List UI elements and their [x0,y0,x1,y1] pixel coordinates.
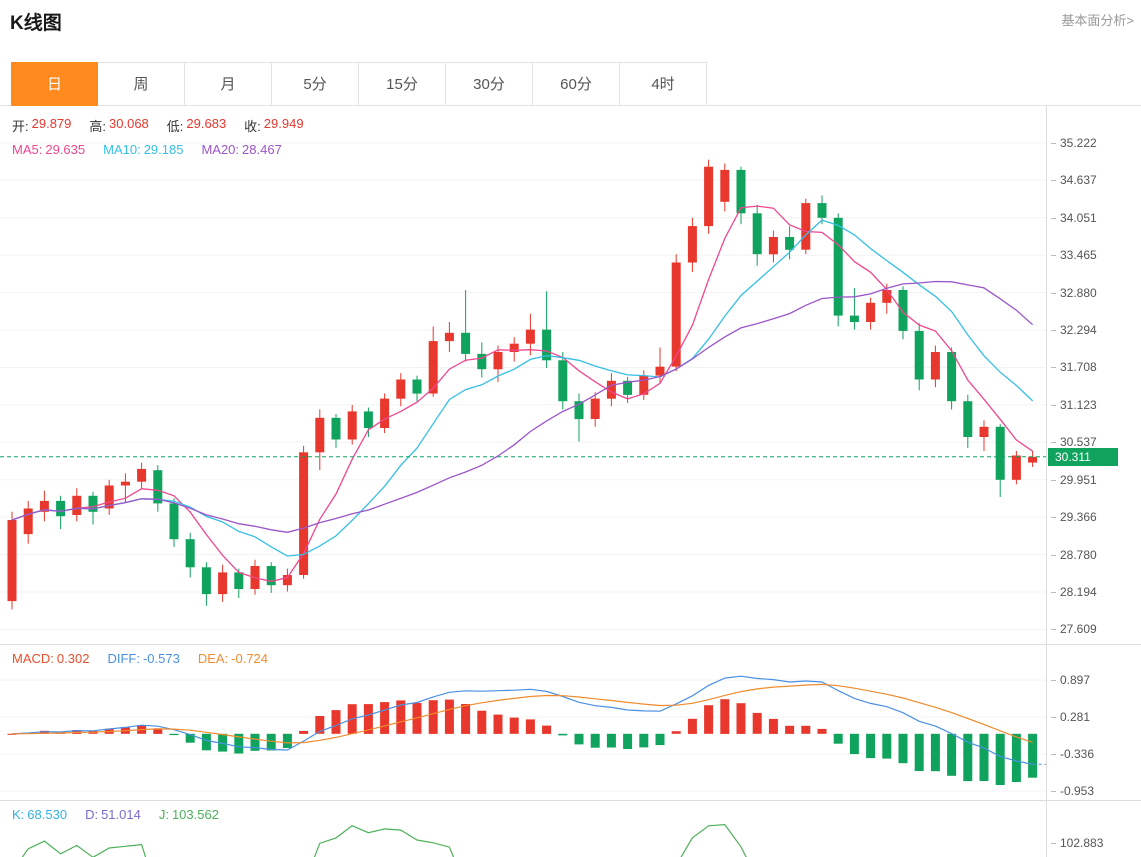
tab-5分[interactable]: 5分 [272,62,359,106]
current-price-badge: 30.311 [1048,448,1118,466]
ma5-label: MA5: [12,142,43,157]
diff-readout: DIFF: -0.573 [107,651,179,666]
dea-value: -0.724 [231,651,269,666]
y-axis-tick: 30.537 [1051,435,1097,449]
macd-readout: MACD: 0.302 [12,651,89,666]
y-axis-tick: -0.953 [1051,784,1094,798]
y-axis-tick: 28.194 [1051,585,1097,599]
y-axis-tick: 31.708 [1051,360,1097,374]
y-axis-tick: 29.366 [1051,510,1097,524]
j-label: J: [158,807,169,822]
y-axis-tick: 0.897 [1051,673,1090,687]
price-axis: 35.222 34.637 34.051 33.465 32.880 32.294 31.7… [1047,106,1141,857]
y-axis-tick: 32.294 [1051,323,1097,337]
y-axis-tick: -0.336 [1051,747,1094,761]
y-axis-tick: 29.951 [1051,473,1097,487]
high-label: 高: [89,119,107,134]
y-axis-tick: 35.222 [1051,136,1097,150]
y-axis-tick: 32.880 [1051,286,1097,300]
ma10-value: 29.185 [143,142,184,157]
low-value: 29.683 [186,116,227,131]
ma-info: MA5: 29.635 MA10: 29.185 MA20: 28.467 [12,142,282,157]
k-readout: K: 68.530 [12,807,67,822]
y-axis-tick: 34.051 [1051,211,1097,225]
tab-30分[interactable]: 30分 [446,62,533,106]
open-value: 29.879 [31,116,72,131]
ma20-value: 28.467 [242,142,282,157]
page-title: K线图 [10,13,62,34]
ma5-readout: MA5: 29.635 [12,142,85,157]
axis-separator [1046,106,1047,857]
ma10-label: MA10: [103,142,141,157]
open-label: 开: [12,119,29,134]
macd-chart-canvas[interactable] [0,645,1046,800]
d-label: D: [85,807,99,822]
tab-日[interactable]: 日 [11,62,98,106]
k-label: K: [12,807,25,822]
ohlc-open: 开: 29.879 [12,116,71,135]
y-axis-tick: 0.281 [1051,710,1090,724]
period-tab-bar: 日周月 5分 15分 30分 60分 4时 [0,62,1141,106]
diff-label: DIFF: [107,651,140,666]
dea-readout: DEA: -0.724 [198,651,268,666]
macd-kdj-separator [0,800,1141,801]
dea-label: DEA: [197,651,229,666]
d-value: 51.014 [101,807,141,822]
ohlc-high: 高: 30.068 [89,116,148,135]
y-axis-tick: 31.123 [1051,398,1097,412]
tab-15分[interactable]: 15分 [359,62,446,106]
close-label: 收: [244,119,261,134]
ma20-readout: MA20: 28.467 [201,142,281,157]
ohlc-close: 收: 29.949 [244,116,303,135]
price-chart-canvas[interactable] [0,106,1046,644]
ma20-label: MA20: [201,142,240,157]
diff-value: -0.573 [142,651,180,666]
macd-value: 0.302 [56,651,90,666]
high-value: 30.068 [109,116,149,131]
y-axis-tick: 27.609 [1051,622,1097,636]
tab-月[interactable]: 月 [185,62,272,106]
low-label: 低: [166,119,184,134]
y-axis-tick: 28.780 [1051,548,1097,562]
j-readout: J: 103.562 [159,807,219,822]
ohlc-info: 开: 29.879 高: 30.068 低: 29.683 收: 29.949 [12,116,304,135]
ma10-readout: MA10: 29.185 [103,142,183,157]
y-axis-tick: 33.465 [1051,248,1097,262]
price-macd-separator [0,644,1141,645]
ma5-value: 29.635 [45,142,86,157]
y-axis-tick: 102.883 [1051,836,1103,850]
chart-region[interactable]: 开: 29.879 高: 30.068 低: 29.683 收: 29.949 MA5:… [0,106,1046,857]
tab-60分[interactable]: 60分 [533,62,620,106]
tab-周[interactable]: 周 [98,62,185,106]
fundamental-analysis-link[interactable]: 基本面分析> [1061,13,1134,28]
k-value: 68.530 [27,807,68,822]
macd-label: MACD: [12,651,54,666]
ohlc-low: 低: 29.683 [167,116,226,135]
j-value: 103.562 [171,807,219,822]
macd-info: MACD: 0.302 DIFF: -0.573 DEA: -0.724 [12,651,268,666]
close-value: 29.949 [263,116,304,131]
tab-4时[interactable]: 4时 [620,62,707,106]
d-readout: D: 51.014 [85,807,141,822]
y-axis-tick: 34.637 [1051,173,1097,187]
kdj-info: K: 68.530 D: 51.014 J: 103.562 [12,807,219,822]
